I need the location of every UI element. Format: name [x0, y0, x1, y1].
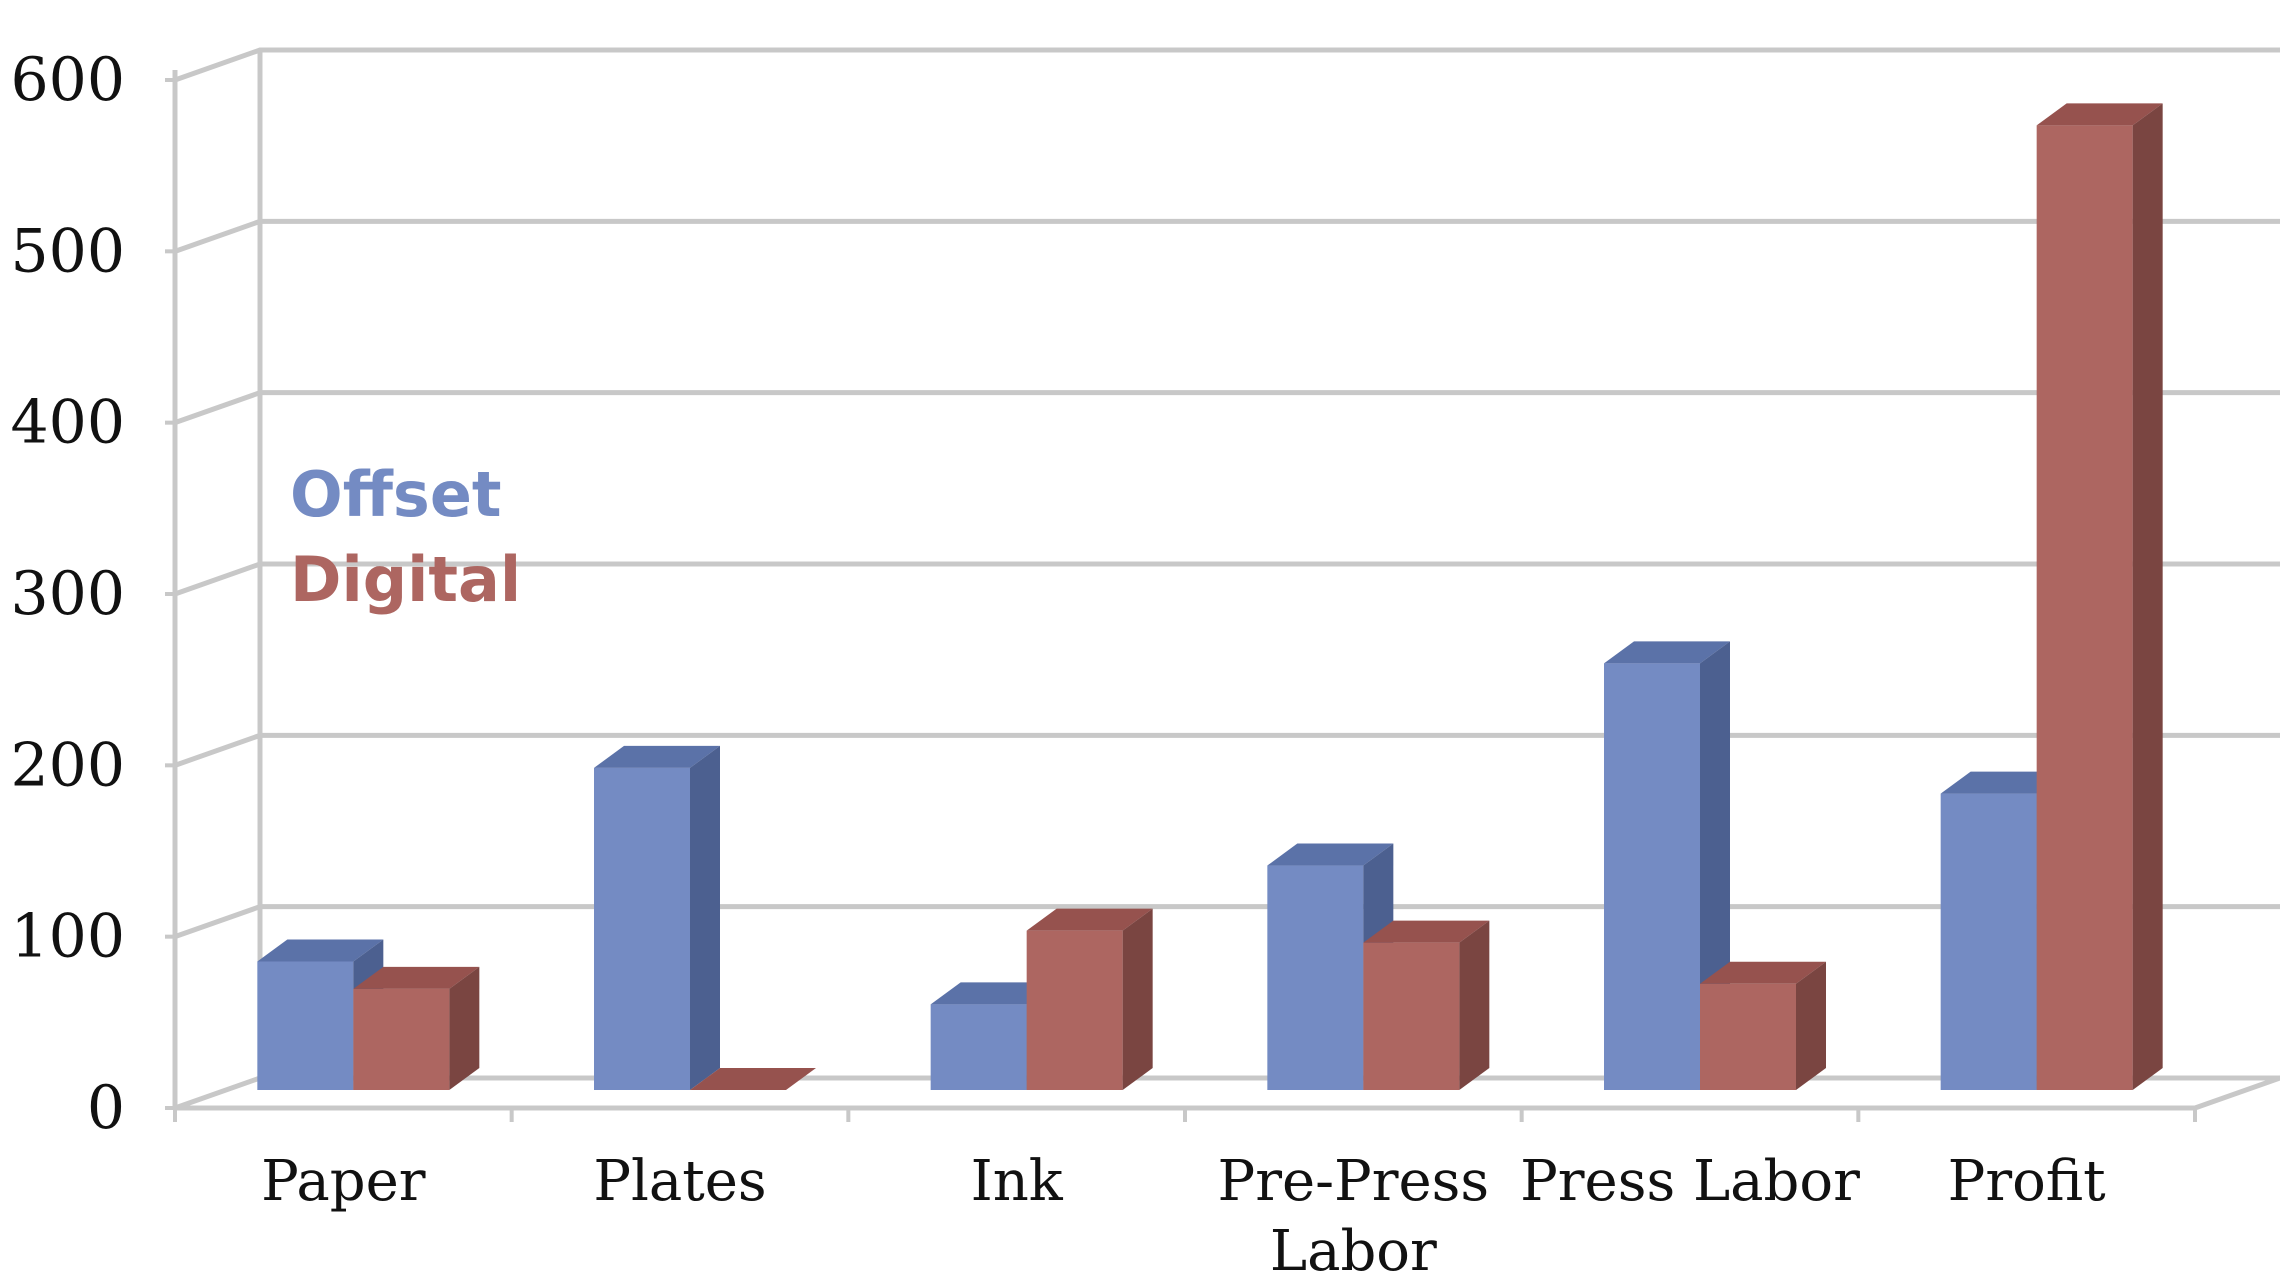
bar-digital-4: [1700, 961, 1826, 1090]
gridline-600: [174, 47, 2280, 83]
y-tick-label-400: 400: [10, 388, 125, 458]
legend-offset-label: Offset: [290, 458, 502, 531]
axis-layer: 0 100 200 300 400 500 600 Paper Plates Ink Pre-Pre…: [10, 45, 2197, 1277]
x-tick-label-5: Profit: [1948, 1149, 2107, 1214]
bar-offset-4: [1604, 641, 1730, 1090]
y-tick-label-100: 100: [10, 902, 125, 972]
legend: Offset Digital: [290, 458, 521, 616]
bar-digital-3: [1363, 920, 1490, 1090]
bar-offset-1: [594, 745, 720, 1090]
bar-digital-2: [1026, 908, 1153, 1090]
gridline-400: [174, 390, 2280, 426]
bars-layer: [257, 103, 2163, 1091]
bar-digital-1: [690, 1068, 816, 1090]
y-tick-label-600: 600: [10, 45, 125, 115]
x-tick-label-3: Pre-Press Labor: [1218, 1149, 1490, 1277]
gridline-200: [174, 732, 2280, 768]
x-tick-label-1: Plates: [593, 1149, 766, 1214]
y-tick-label-200: 200: [10, 730, 125, 800]
x-tick-label-4: Press Labor: [1520, 1149, 1860, 1214]
bar-digital-0: [353, 966, 480, 1090]
y-tick-label-300: 300: [10, 559, 125, 629]
y-tick-label-500: 500: [10, 216, 125, 286]
legend-digital-label: Digital: [290, 543, 521, 616]
gridline-500: [174, 218, 2280, 254]
bar-digital-5: [2036, 103, 2163, 1091]
y-tick-label-0: 0: [87, 1073, 125, 1143]
x-tick-label-2: Ink: [971, 1149, 1064, 1214]
x-tick-label-0: Paper: [261, 1149, 426, 1214]
